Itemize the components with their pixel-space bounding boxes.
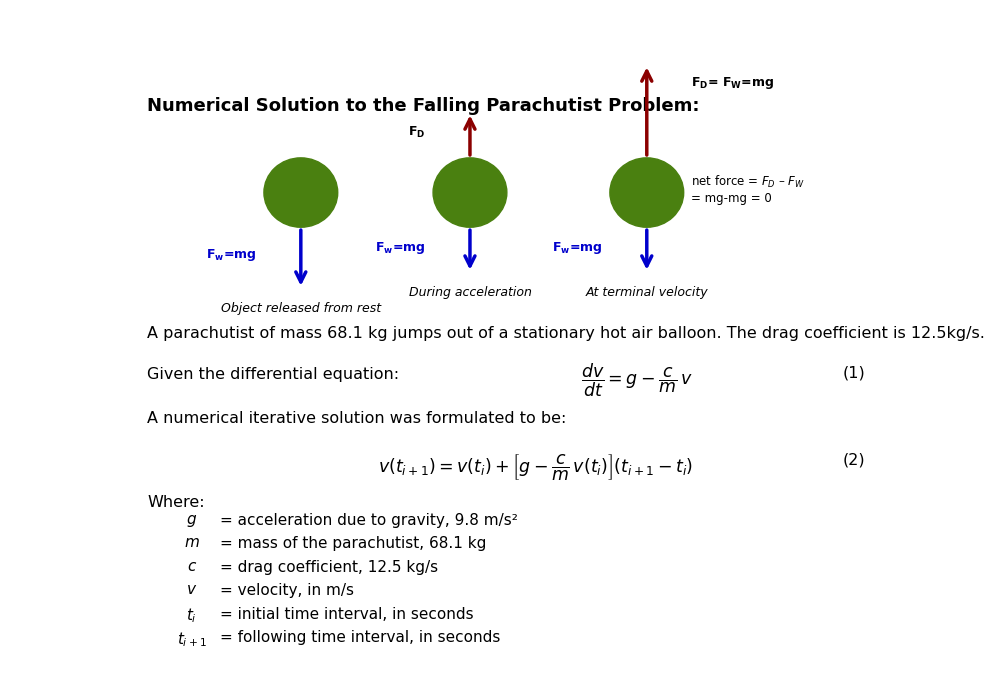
Text: $m$: $m$	[184, 536, 199, 550]
Text: Given the differential equation:: Given the differential equation:	[147, 367, 399, 382]
Text: (2): (2)	[843, 453, 865, 467]
Text: $v(t_{i+1}) = v(t_i) + \left[g - \dfrac{c}{m}\,v(t_i)\right](t_{i+1} - t_i)$: $v(t_{i+1}) = v(t_i) + \left[g - \dfrac{…	[378, 453, 693, 482]
Ellipse shape	[434, 158, 507, 227]
Text: A numerical iterative solution was formulated to be:: A numerical iterative solution was formu…	[147, 412, 566, 426]
Text: = velocity, in m/s: = velocity, in m/s	[220, 583, 354, 598]
Text: $\mathbf{F_D}$= $\mathbf{F_W}$=mg: $\mathbf{F_D}$= $\mathbf{F_W}$=mg	[691, 75, 775, 91]
Text: $t_{i+1}$: $t_{i+1}$	[177, 630, 206, 649]
Text: (1): (1)	[843, 366, 866, 381]
Text: $\mathbf{F_D}$: $\mathbf{F_D}$	[408, 125, 426, 141]
Text: $v$: $v$	[186, 583, 197, 597]
Text: = acceleration due to gravity, 9.8 m/s²: = acceleration due to gravity, 9.8 m/s²	[220, 513, 518, 527]
Text: During acceleration: During acceleration	[409, 286, 532, 299]
Text: $\mathbf{F_w}$=mg: $\mathbf{F_w}$=mg	[375, 240, 426, 256]
Text: $t_i$: $t_i$	[186, 606, 197, 625]
Text: $c$: $c$	[186, 560, 196, 574]
Text: Object released from rest: Object released from rest	[221, 302, 381, 315]
Text: = mass of the parachutist, 68.1 kg: = mass of the parachutist, 68.1 kg	[220, 536, 486, 551]
Text: Where:: Where:	[147, 495, 204, 510]
Text: $\mathbf{F_w}$=mg: $\mathbf{F_w}$=mg	[552, 240, 602, 256]
Text: = following time interval, in seconds: = following time interval, in seconds	[220, 630, 501, 645]
Text: $g$: $g$	[186, 513, 197, 529]
Text: A parachutist of mass 68.1 kg jumps out of a stationary hot air balloon. The dra: A parachutist of mass 68.1 kg jumps out …	[147, 326, 985, 341]
Ellipse shape	[610, 158, 683, 227]
Text: $\mathbf{F_w}$=mg: $\mathbf{F_w}$=mg	[205, 247, 256, 263]
Text: $\dfrac{dv}{dt} = g - \dfrac{c}{m}\,v$: $\dfrac{dv}{dt} = g - \dfrac{c}{m}\,v$	[581, 362, 693, 399]
Text: = drag coefficient, 12.5 kg/s: = drag coefficient, 12.5 kg/s	[220, 560, 438, 574]
Text: = initial time interval, in seconds: = initial time interval, in seconds	[220, 606, 474, 622]
Text: net force = $F_D$ – $F_W$
= mg-mg = 0: net force = $F_D$ – $F_W$ = mg-mg = 0	[691, 175, 806, 205]
Text: Numerical Solution to the Falling Parachutist Problem:: Numerical Solution to the Falling Parach…	[147, 96, 699, 114]
Text: At terminal velocity: At terminal velocity	[585, 286, 708, 299]
Ellipse shape	[264, 158, 337, 227]
